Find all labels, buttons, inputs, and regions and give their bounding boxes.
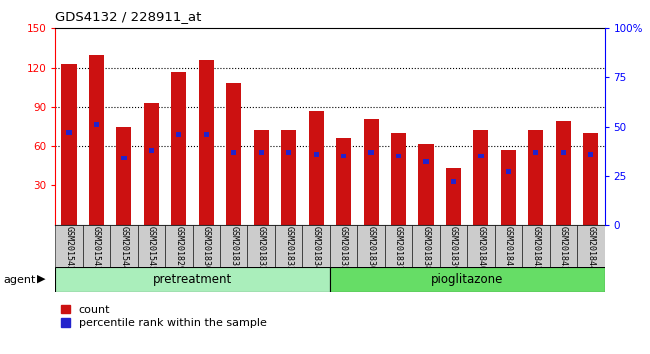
Bar (89, 55, 104, 225)
Bar (138, 225, 165, 267)
Bar (577, 225, 605, 267)
Bar (336, 138, 351, 225)
Text: GSM201829: GSM201829 (174, 226, 183, 271)
Bar (385, 225, 412, 267)
Bar (330, 267, 604, 292)
Bar (165, 225, 192, 267)
Text: GSM201831: GSM201831 (229, 226, 239, 271)
Legend: count, percentile rank within the sample: count, percentile rank within the sample (61, 305, 266, 328)
Bar (286, 150, 291, 155)
Bar (588, 152, 593, 156)
Bar (391, 133, 406, 225)
Bar (556, 121, 571, 225)
Bar (478, 154, 484, 159)
Text: GSM201843: GSM201843 (559, 226, 568, 271)
Bar (220, 225, 248, 267)
Text: GSM201844: GSM201844 (586, 226, 595, 271)
Text: GSM201836: GSM201836 (367, 226, 376, 271)
Bar (439, 225, 467, 267)
Bar (522, 225, 550, 267)
Bar (122, 155, 127, 160)
Bar (330, 225, 358, 267)
Bar (358, 225, 385, 267)
Bar (172, 72, 187, 225)
Text: GSM201830: GSM201830 (202, 226, 211, 271)
Bar (528, 131, 543, 225)
Bar (495, 225, 522, 267)
Text: GSM201840: GSM201840 (476, 226, 486, 271)
Bar (254, 131, 268, 225)
Bar (451, 179, 456, 184)
Text: ▶: ▶ (37, 274, 46, 284)
Bar (423, 159, 428, 164)
Text: agent: agent (3, 275, 36, 285)
Bar (199, 60, 214, 225)
Bar (583, 133, 598, 225)
Bar (396, 154, 401, 159)
Text: GSM201834: GSM201834 (311, 226, 320, 271)
Bar (412, 225, 439, 267)
Text: GSM201833: GSM201833 (284, 226, 293, 271)
Text: GSM201542: GSM201542 (64, 226, 73, 271)
Bar (275, 225, 302, 267)
Bar (533, 150, 538, 155)
Bar (309, 111, 324, 225)
Bar (149, 148, 154, 153)
Bar (83, 225, 110, 267)
Text: GSM201842: GSM201842 (531, 226, 540, 271)
Bar (176, 132, 181, 137)
Bar (561, 150, 566, 155)
Bar (144, 103, 159, 225)
Bar (203, 132, 209, 137)
Bar (446, 169, 461, 225)
Bar (231, 150, 237, 155)
Bar (111, 225, 138, 267)
Bar (226, 83, 241, 225)
Bar (192, 225, 220, 267)
Text: GSM201835: GSM201835 (339, 226, 348, 271)
Bar (55, 225, 83, 267)
Bar (62, 64, 77, 225)
Bar (419, 144, 434, 225)
Text: GSM201544: GSM201544 (120, 226, 129, 271)
Bar (501, 150, 516, 225)
Bar (341, 154, 346, 159)
Text: pioglitazone: pioglitazone (431, 273, 503, 286)
Text: GSM201832: GSM201832 (257, 226, 266, 271)
Bar (363, 119, 378, 225)
Bar (66, 130, 72, 135)
Bar (94, 122, 99, 127)
Text: GSM201841: GSM201841 (504, 226, 513, 271)
Text: GDS4132 / 228911_at: GDS4132 / 228911_at (55, 10, 201, 23)
Bar (369, 150, 374, 155)
Bar (116, 126, 131, 225)
Bar (259, 150, 264, 155)
Bar (55, 267, 330, 292)
Bar (248, 225, 275, 267)
Bar (302, 225, 330, 267)
Text: GSM201837: GSM201837 (394, 226, 403, 271)
Text: pretreatment: pretreatment (153, 273, 232, 286)
Bar (550, 225, 577, 267)
Text: GSM201543: GSM201543 (92, 226, 101, 271)
Text: GSM201545: GSM201545 (147, 226, 156, 271)
Text: GSM201839: GSM201839 (449, 226, 458, 271)
Bar (473, 131, 488, 225)
Bar (467, 225, 495, 267)
Bar (313, 152, 318, 156)
Text: GSM201838: GSM201838 (421, 226, 430, 271)
Bar (506, 169, 511, 174)
Bar (281, 131, 296, 225)
